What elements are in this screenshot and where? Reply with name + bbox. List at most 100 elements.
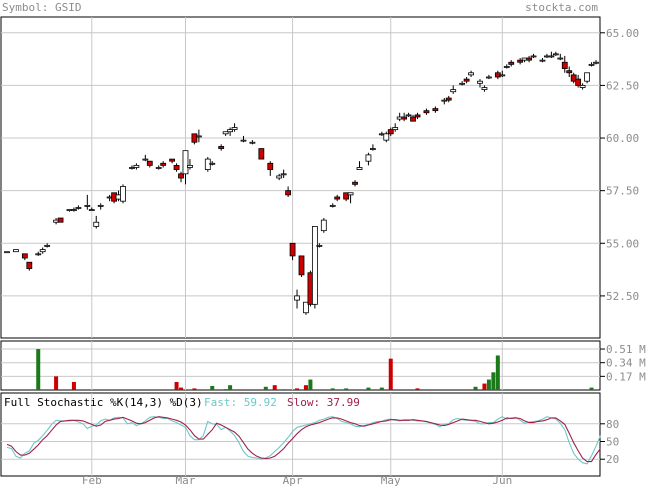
candle-down (445, 97, 452, 101)
candle-down (517, 59, 524, 63)
candle-up (13, 249, 19, 253)
candle-down (570, 74, 577, 82)
x-tick-label: Jun (492, 474, 512, 486)
candle-up (93, 221, 100, 227)
candle-down (169, 158, 175, 162)
volume-bar (415, 388, 420, 390)
volume-bar (295, 388, 300, 390)
y-tick-label: 62.50 (606, 79, 639, 92)
x-tick-label: Mar (176, 474, 196, 486)
y-tick-label: 52.50 (606, 290, 639, 303)
volume-bar (486, 379, 491, 390)
candle-up (133, 164, 140, 168)
candle-down (289, 242, 296, 257)
x-tick-label: May (381, 474, 401, 486)
stochastic-slow-label: Slow: 37.99 (287, 396, 360, 409)
site-name[interactable]: stockta.com (525, 1, 598, 14)
symbol-label: Symbol: GSID (2, 1, 81, 14)
candle-up (539, 59, 546, 62)
candle-down (401, 116, 408, 120)
candle-down (561, 61, 568, 69)
volume-bar (495, 355, 500, 390)
candle-up (249, 141, 256, 144)
volume-bar (379, 387, 384, 390)
y-tick-label: 65.00 (606, 27, 639, 40)
candle-down (298, 255, 305, 276)
candle-up (557, 57, 564, 60)
candle-down (21, 253, 28, 259)
volume-bar (36, 349, 41, 390)
candle-down (258, 148, 265, 160)
volume-bar (473, 386, 478, 390)
y-tick-label: 80 (606, 418, 619, 431)
volume-bar (210, 385, 215, 390)
candle-down (566, 70, 573, 74)
y-tick-label: 20 (606, 453, 619, 466)
candle-down (334, 196, 341, 200)
candle-up (365, 154, 372, 162)
candle-down (285, 190, 292, 196)
volume-bar (303, 385, 308, 390)
candle-down (57, 217, 64, 223)
candle-down (352, 181, 358, 185)
candle-up (231, 127, 238, 131)
candle-up (209, 162, 216, 165)
candle-up (280, 173, 287, 176)
candle-up (120, 186, 126, 202)
volume-bar (344, 388, 349, 390)
candle-up (35, 253, 42, 256)
candle-down (173, 164, 180, 171)
candle-up (441, 99, 448, 102)
y-tick-label: 57.50 (606, 185, 639, 198)
candle-up (222, 131, 229, 135)
volume-bar (482, 383, 487, 390)
candle-up (276, 175, 283, 179)
candle-up (369, 148, 376, 150)
candle-up (530, 55, 537, 58)
candle-up (503, 66, 510, 68)
candle-up (392, 127, 399, 131)
candle-down (146, 160, 153, 166)
candle-down (526, 57, 532, 61)
candle-down (26, 261, 33, 269)
candle-down (218, 146, 225, 149)
volume-bar (179, 387, 184, 390)
candle-up (356, 167, 363, 171)
volume-bar (228, 385, 233, 390)
candle-up (155, 167, 162, 169)
volume-bar (174, 381, 179, 390)
candle-up (240, 139, 247, 142)
candle-up (44, 244, 51, 247)
candle-up (227, 129, 234, 133)
candle-up (316, 244, 323, 247)
candle-up (481, 87, 488, 91)
candle-up (499, 74, 506, 77)
volume-bar (388, 358, 393, 390)
candle-down (267, 162, 274, 171)
candle-up (39, 249, 46, 253)
candle-down (463, 78, 470, 82)
volume-panel: 0.51 M0.34 M0.17 M (0, 340, 646, 391)
volume-bar (589, 387, 594, 390)
price-frame (0, 16, 601, 339)
candle-up (4, 251, 10, 254)
candle-up (579, 85, 586, 88)
volume-bar (223, 389, 228, 390)
candle-up (97, 204, 104, 207)
candle-up (459, 82, 466, 85)
series-slow-line (6, 416, 601, 463)
candle-up (593, 61, 599, 64)
stochastic-grid: 80 50 20 (1, 393, 619, 476)
volume-bar (192, 388, 197, 390)
stochastic-frame (0, 392, 601, 477)
candle-down (410, 116, 416, 122)
candle-down (575, 78, 582, 86)
candle-up (477, 80, 483, 84)
volume-bar (491, 372, 496, 390)
candle-up (584, 72, 590, 82)
candle-up (486, 76, 492, 79)
candle-down (178, 173, 184, 179)
x-tick-label: Feb (82, 474, 102, 486)
candle-up (552, 53, 559, 56)
candle-up (84, 204, 91, 207)
